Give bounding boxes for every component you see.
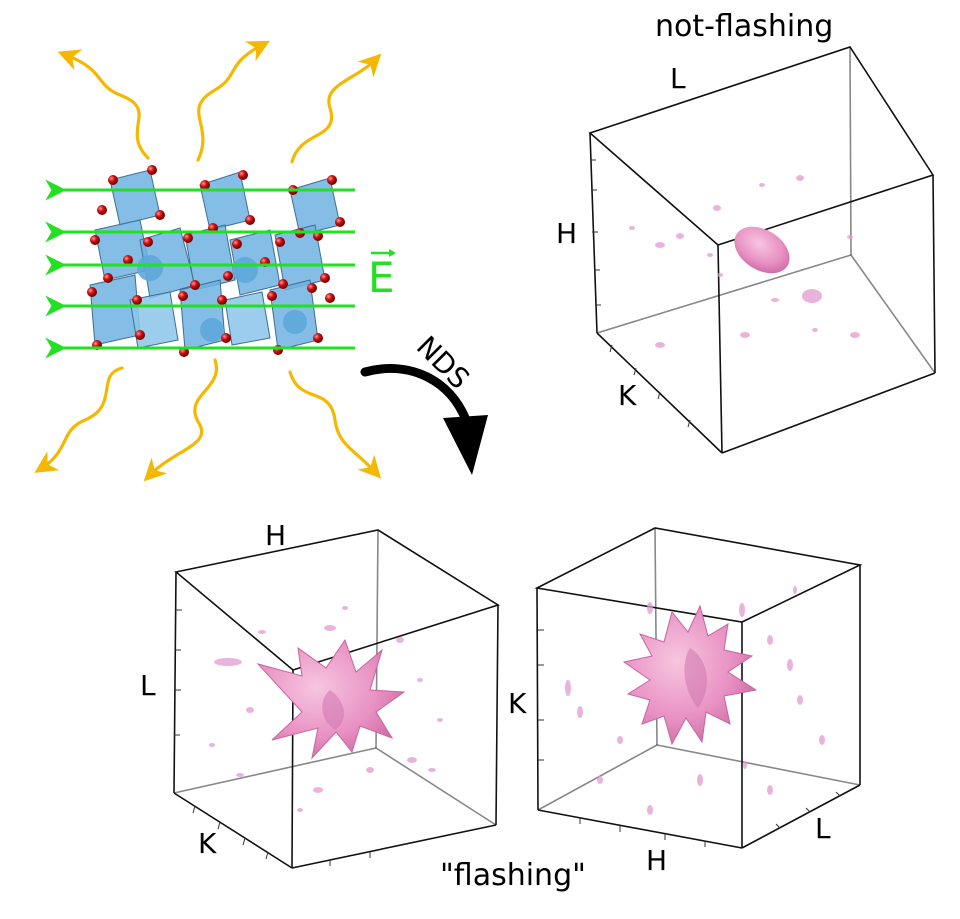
field-label: E [368,253,395,302]
nds-label: NDS [410,330,476,396]
axis-label-H-flashing-left: H [265,519,286,552]
axis-label-H-flashing-right: H [646,844,667,877]
panel-flashing-left: H L K [140,519,500,869]
speckles-not-flashing [629,175,860,348]
diffuse-scattering-not-flashing [734,226,790,274]
emission-arrows [34,40,382,482]
cube-flashing-left [173,529,500,869]
panel-not-flashing: not-flashing L H K [556,9,936,454]
axis-ticks-flashing-left [174,609,371,866]
axis-label-K-flashing-left: K [198,827,217,860]
axis-label-L-flashing-left: L [140,669,156,702]
axis-label-L-not-flashing: L [670,62,686,95]
panel-title-not-flashing: not-flashing [655,9,833,44]
caption-flashing: "flashing" [440,858,586,893]
axis-label-K-flashing-right: K [508,687,527,720]
crystal-structure: E [34,40,396,482]
speckles-flashing-left [209,606,443,812]
axis-ticks-not-flashing [590,159,691,428]
blob-shading-right [684,648,708,708]
nds-transition-arrow: NDS [360,330,488,475]
axis-label-K-not-flashing: K [618,379,637,412]
axis-label-L-flashing-right: L [815,812,831,845]
blob-shading-left [322,690,345,730]
field-arrows [45,179,355,359]
field-vector-bar-head [389,249,396,257]
speckles-flashing-right [565,586,825,815]
axis-ticks-flashing-right [538,629,841,847]
panel-flashing-right: K H L [508,527,863,877]
axis-label-H-not-flashing: H [556,217,577,250]
cube-not-flashing [588,46,936,454]
